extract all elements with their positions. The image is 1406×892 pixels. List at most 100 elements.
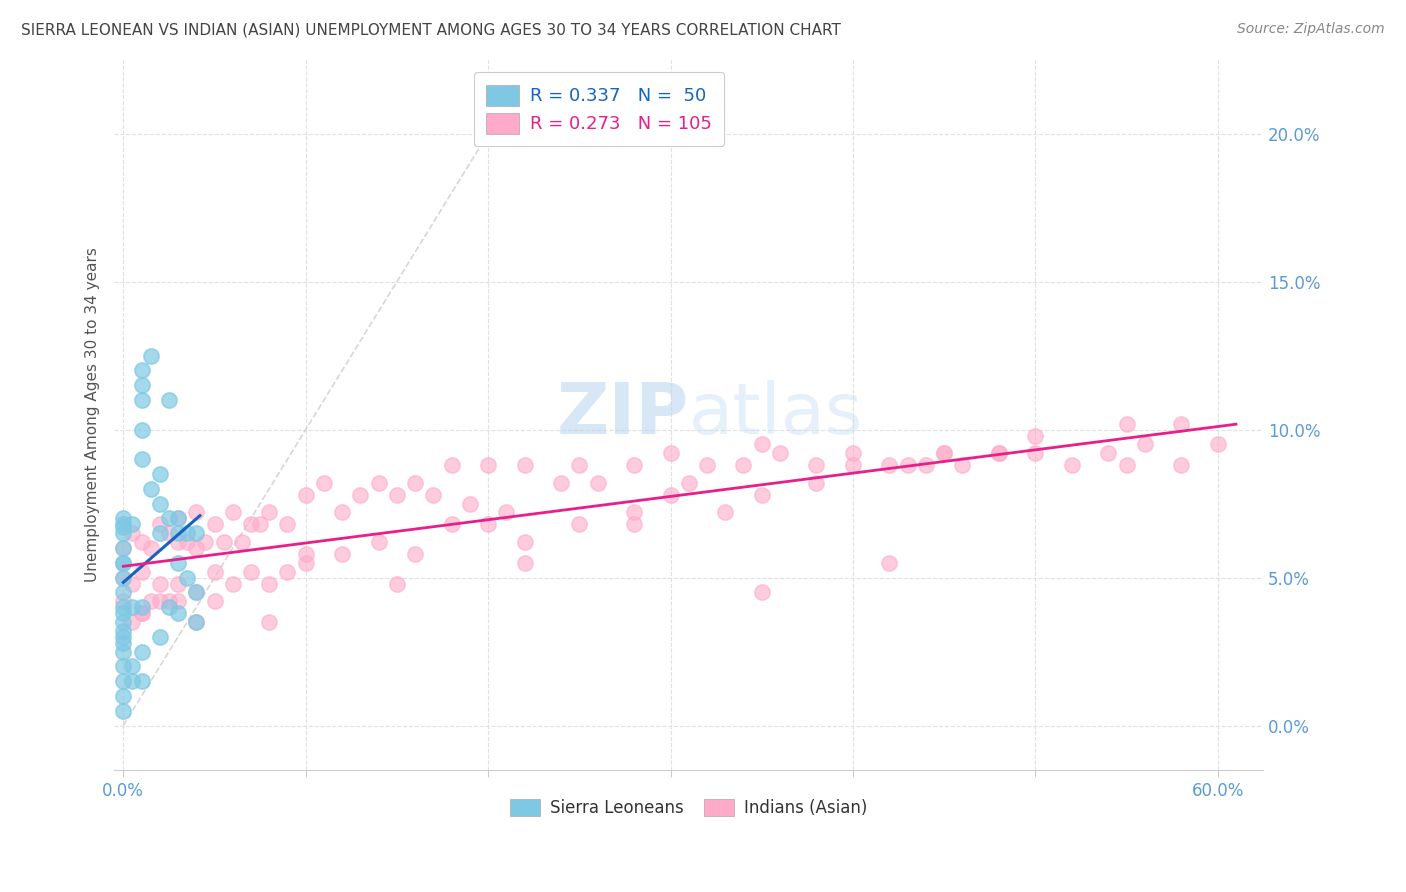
Point <box>751 585 773 599</box>
Point <box>204 594 226 608</box>
Point <box>623 506 645 520</box>
Point <box>294 556 316 570</box>
Point <box>440 458 463 472</box>
Point <box>131 378 153 392</box>
Point <box>131 644 153 658</box>
Point <box>131 606 153 620</box>
Point <box>194 535 217 549</box>
Point <box>330 547 353 561</box>
Point <box>513 535 536 549</box>
Point <box>149 526 172 541</box>
Point <box>186 615 208 629</box>
Point <box>733 458 755 472</box>
Point <box>934 446 956 460</box>
Point <box>477 517 499 532</box>
Point <box>167 576 190 591</box>
Text: SIERRA LEONEAN VS INDIAN (ASIAN) UNEMPLOYMENT AMONG AGES 30 TO 34 YEARS CORRELAT: SIERRA LEONEAN VS INDIAN (ASIAN) UNEMPLO… <box>21 22 841 37</box>
Point <box>139 594 162 608</box>
Point <box>112 630 135 644</box>
Point <box>112 556 135 570</box>
Point <box>149 467 172 481</box>
Point <box>1024 446 1046 460</box>
Point <box>139 349 162 363</box>
Point <box>1115 417 1137 431</box>
Point <box>112 704 135 718</box>
Point <box>751 488 773 502</box>
Point <box>751 437 773 451</box>
Point <box>231 535 253 549</box>
Point <box>186 615 208 629</box>
Point <box>586 475 609 490</box>
Point <box>696 458 718 472</box>
Point <box>131 565 153 579</box>
Point <box>112 615 135 629</box>
Point <box>157 594 180 608</box>
Point <box>294 547 316 561</box>
Point <box>330 506 353 520</box>
Point <box>1060 458 1083 472</box>
Point <box>404 475 426 490</box>
Point <box>623 458 645 472</box>
Text: atlas: atlas <box>689 380 863 450</box>
Point <box>149 594 172 608</box>
Point <box>440 517 463 532</box>
Point <box>149 630 172 644</box>
Point <box>222 506 245 520</box>
Point <box>495 506 517 520</box>
Point <box>112 541 135 555</box>
Point <box>131 423 153 437</box>
Point <box>806 475 828 490</box>
Point <box>167 594 190 608</box>
Point <box>167 526 190 541</box>
Point <box>385 488 408 502</box>
Point <box>112 659 135 673</box>
Point <box>240 565 263 579</box>
Point <box>167 511 190 525</box>
Point <box>678 475 700 490</box>
Point <box>513 556 536 570</box>
Point <box>257 615 280 629</box>
Point <box>240 517 263 532</box>
Point <box>131 606 153 620</box>
Point <box>714 506 737 520</box>
Point <box>112 606 135 620</box>
Point <box>1024 428 1046 442</box>
Point <box>1170 458 1192 472</box>
Point <box>349 488 371 502</box>
Point <box>112 571 135 585</box>
Point <box>112 585 135 599</box>
Point <box>176 571 198 585</box>
Point <box>212 535 235 549</box>
Point <box>121 600 143 615</box>
Point <box>477 458 499 472</box>
Point <box>112 594 135 608</box>
Point <box>149 517 172 532</box>
Point <box>659 446 682 460</box>
Point <box>121 659 143 673</box>
Point <box>842 458 865 472</box>
Point <box>157 511 180 525</box>
Point <box>186 506 208 520</box>
Point <box>176 526 198 541</box>
Point <box>121 674 143 689</box>
Point <box>879 556 901 570</box>
Point <box>257 576 280 591</box>
Point <box>987 446 1010 460</box>
Text: Source: ZipAtlas.com: Source: ZipAtlas.com <box>1237 22 1385 37</box>
Point <box>842 446 865 460</box>
Point <box>385 576 408 591</box>
Point <box>112 526 135 541</box>
Point <box>157 392 180 407</box>
Legend: Sierra Leoneans, Indians (Asian): Sierra Leoneans, Indians (Asian) <box>502 791 876 826</box>
Point <box>257 506 280 520</box>
Point <box>806 458 828 472</box>
Point <box>204 517 226 532</box>
Point <box>112 689 135 703</box>
Point <box>112 674 135 689</box>
Point <box>915 458 938 472</box>
Point <box>167 606 190 620</box>
Point <box>276 565 298 579</box>
Point <box>121 576 143 591</box>
Point <box>568 458 591 472</box>
Point <box>568 517 591 532</box>
